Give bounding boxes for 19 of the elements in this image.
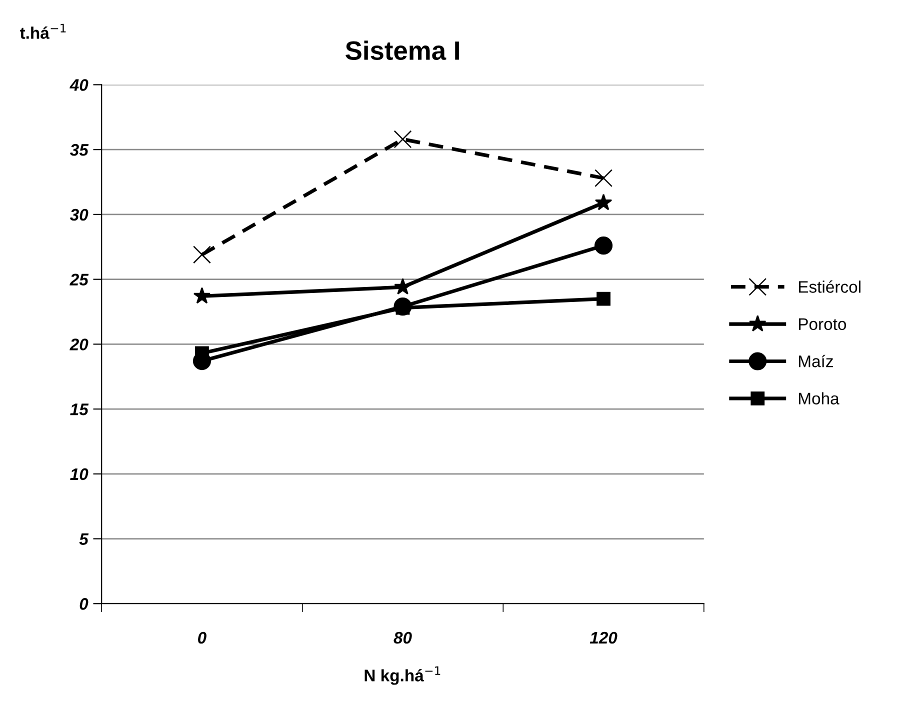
legend-label: Poroto — [798, 318, 846, 330]
legend-label: Moha — [798, 392, 840, 404]
y-tick-label: 30 — [70, 208, 88, 221]
y-tick-label: 0 — [80, 598, 88, 610]
y-tick-label: 5 — [79, 533, 89, 545]
y-tick-label: 25 — [70, 274, 89, 286]
legend-label: Maíz — [798, 354, 833, 368]
y-tick-label: 35 — [70, 144, 89, 156]
x-tick-label: 0 — [198, 632, 206, 644]
x-axis-title: N kg.há$^{−1}$ — [364, 666, 440, 685]
y-tick-label: 40 — [70, 79, 88, 91]
y-axis-title: t.há$^{−1}$ — [20, 24, 66, 39]
x-tick-label: 80 — [394, 632, 412, 644]
x-tick-label: 120 — [590, 632, 618, 644]
y-tick-label: 20 — [70, 338, 88, 350]
chart-title: Sistema I — [346, 40, 459, 60]
y-tick-label: 10 — [70, 468, 88, 480]
y-tick-label: 15 — [70, 404, 89, 416]
legend-label: Estiércol — [798, 280, 860, 293]
